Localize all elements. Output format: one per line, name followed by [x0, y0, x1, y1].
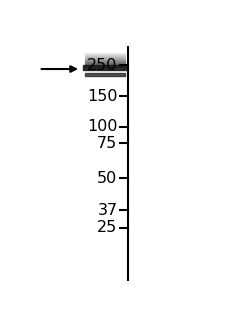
Text: 250: 250 [87, 58, 118, 73]
Text: 75: 75 [97, 135, 118, 150]
Bar [85, 63, 125, 64]
Text: 50: 50 [97, 171, 118, 186]
Bar [85, 61, 125, 62]
Bar [85, 65, 125, 66]
Bar [83, 65, 127, 70]
Text: 25: 25 [97, 220, 118, 235]
Text: 150: 150 [87, 88, 118, 104]
Bar [85, 60, 125, 61]
Bar [85, 57, 125, 58]
Bar [85, 55, 125, 56]
Bar [85, 59, 125, 60]
Text: 37: 37 [97, 203, 118, 218]
Bar [85, 53, 125, 54]
Bar [85, 64, 125, 65]
Bar [85, 54, 125, 55]
Bar [85, 52, 125, 53]
Bar [85, 56, 125, 57]
Bar [85, 62, 125, 63]
Bar [85, 66, 125, 67]
Bar [85, 58, 125, 59]
Text: 100: 100 [87, 119, 118, 134]
Bar [85, 73, 125, 76]
